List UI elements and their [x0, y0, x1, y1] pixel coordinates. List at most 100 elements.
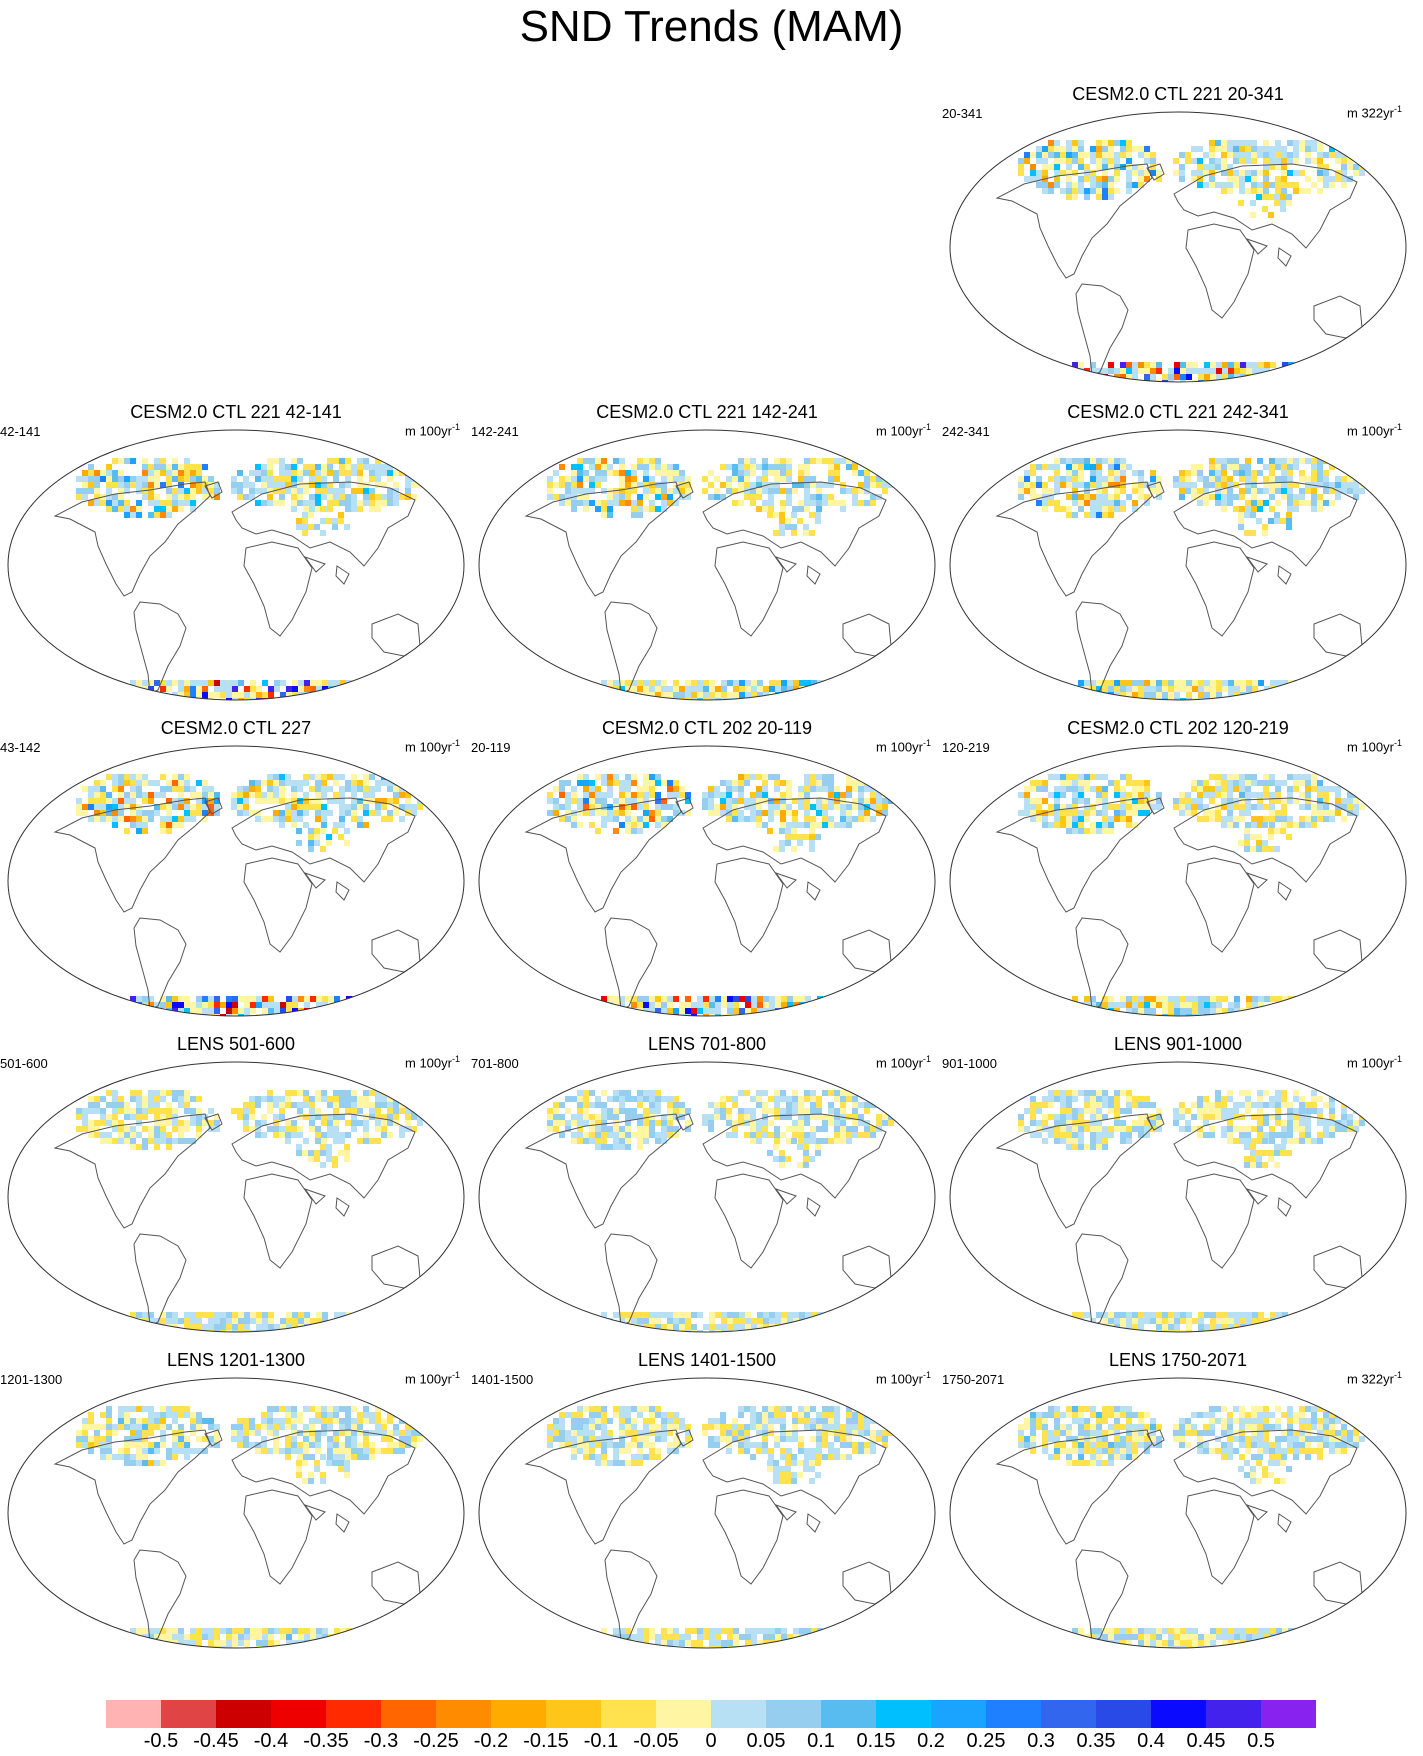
snow-trend-cell — [817, 1008, 823, 1014]
snow-trend-cell — [751, 698, 757, 704]
snow-trend-cell — [351, 464, 357, 470]
panel-title: CESM2.0 CTL 221 242-341 — [942, 402, 1414, 423]
snow-trend-cell — [321, 792, 327, 798]
snow-trend-cell — [661, 500, 667, 506]
snow-trend-cell — [237, 482, 243, 488]
snow-trend-cell — [1173, 1108, 1179, 1114]
snow-trend-cell — [1281, 804, 1287, 810]
snow-trend-cell — [1036, 798, 1042, 804]
snow-trend-cell — [94, 804, 100, 810]
snow-trend-cell — [649, 698, 655, 704]
snow-trend-cell — [805, 692, 811, 698]
snow-trend-cell — [1215, 774, 1221, 780]
snow-trend-cell — [261, 1132, 267, 1138]
snow-trend-cell — [304, 1318, 310, 1324]
snow-trend-cell — [601, 1114, 607, 1120]
snow-trend-cell — [1227, 500, 1233, 506]
snow-trend-cell — [613, 698, 619, 704]
snow-trend-cell — [1054, 506, 1060, 512]
snow-trend-cell — [816, 1102, 822, 1108]
snow-trend-cell — [369, 792, 375, 798]
snow-trend-cell — [297, 458, 303, 464]
snow-trend-cell — [1197, 464, 1203, 470]
snow-trend-cell — [1245, 158, 1251, 164]
snow-trend-cell — [178, 680, 184, 686]
snow-trend-cell — [679, 786, 685, 792]
snow-trend-cell — [673, 692, 679, 698]
snow-trend-cell — [1251, 1126, 1257, 1132]
snow-trend-cell — [1270, 680, 1276, 686]
snow-trend-cell — [791, 1138, 797, 1144]
snow-trend-cell — [118, 1126, 124, 1132]
snow-trend-cell — [649, 810, 655, 816]
snow-trend-cell — [1066, 692, 1072, 698]
snow-trend-cell — [1257, 458, 1263, 464]
snow-trend-cell — [1072, 774, 1078, 780]
snow-trend-cell — [1066, 512, 1072, 518]
snow-trend-cell — [178, 1120, 184, 1126]
snow-trend-cell — [1048, 488, 1054, 494]
snow-trend-cell — [1323, 816, 1329, 822]
snow-trend-cell — [1275, 1102, 1281, 1108]
snow-trend-cell — [309, 774, 315, 780]
snow-trend-cell — [565, 1120, 571, 1126]
snow-trend-cell — [726, 816, 732, 822]
snow-trend-cell — [1341, 482, 1347, 488]
snow-trend-cell — [244, 1318, 250, 1324]
snow-trend-cell — [1138, 494, 1144, 500]
snow-trend-cell — [326, 834, 332, 840]
snow-trend-cell — [786, 786, 792, 792]
snow-trend-cell — [124, 1108, 130, 1114]
snow-trend-cell — [601, 692, 607, 698]
snow-trend-cell — [130, 1114, 136, 1120]
snow-trend-cell — [190, 1108, 196, 1114]
snow-trend-cell — [142, 476, 148, 482]
snow-trend-cell — [309, 494, 315, 500]
snow-trend-cell — [1221, 1114, 1227, 1120]
snow-trend-cell — [852, 1108, 858, 1114]
snow-trend-cell — [744, 464, 750, 470]
snow-trend-cell — [1204, 686, 1210, 692]
snow-trend-cell — [285, 810, 291, 816]
snow-trend-cell — [381, 816, 387, 822]
snow-trend-cell — [291, 458, 297, 464]
snow-trend-cell — [303, 500, 309, 506]
snow-trend-cell — [1258, 680, 1264, 686]
snow-trend-cell — [708, 792, 714, 798]
snow-trend-cell — [1018, 488, 1024, 494]
snow-trend-cell — [708, 1126, 714, 1132]
snow-trend-cell — [876, 1096, 882, 1102]
snow-trend-cell — [1042, 816, 1048, 822]
snow-trend-cell — [309, 482, 315, 488]
snow-trend-cell — [255, 500, 261, 506]
snow-trend-cell — [1359, 804, 1365, 810]
snow-trend-cell — [1090, 1096, 1096, 1102]
snow-trend-cell — [547, 1114, 553, 1120]
snow-trend-cell — [1228, 686, 1234, 692]
snow-trend-cell — [285, 1102, 291, 1108]
snow-trend-cell — [619, 458, 625, 464]
snow-trend-cell — [738, 810, 744, 816]
snow-trend-cell — [841, 692, 847, 698]
snow-trend-cell — [363, 804, 369, 810]
snow-trend-cell — [279, 792, 285, 798]
snow-trend-cell — [1269, 488, 1275, 494]
snow-trend-cell — [184, 1002, 190, 1008]
snow-trend-cell — [673, 1312, 679, 1318]
snow-trend-cell — [1078, 494, 1084, 500]
snow-trend-cell — [882, 786, 888, 792]
snow-trend-cell — [810, 1138, 816, 1144]
snow-trend-cell — [334, 1324, 340, 1330]
snow-trend-cell — [757, 698, 763, 704]
snow-trend-cell — [328, 692, 334, 698]
snow-trend-cell — [1318, 692, 1324, 698]
snow-trend-cell — [124, 774, 130, 780]
snow-trend-cell — [82, 1108, 88, 1114]
snow-trend-cell — [303, 482, 309, 488]
snow-trend-cell — [1132, 500, 1138, 506]
snow-trend-cell — [595, 692, 601, 698]
snow-trend-cell — [1078, 158, 1084, 164]
snow-trend-cell — [768, 1120, 774, 1126]
snow-trend-cell — [876, 482, 882, 488]
